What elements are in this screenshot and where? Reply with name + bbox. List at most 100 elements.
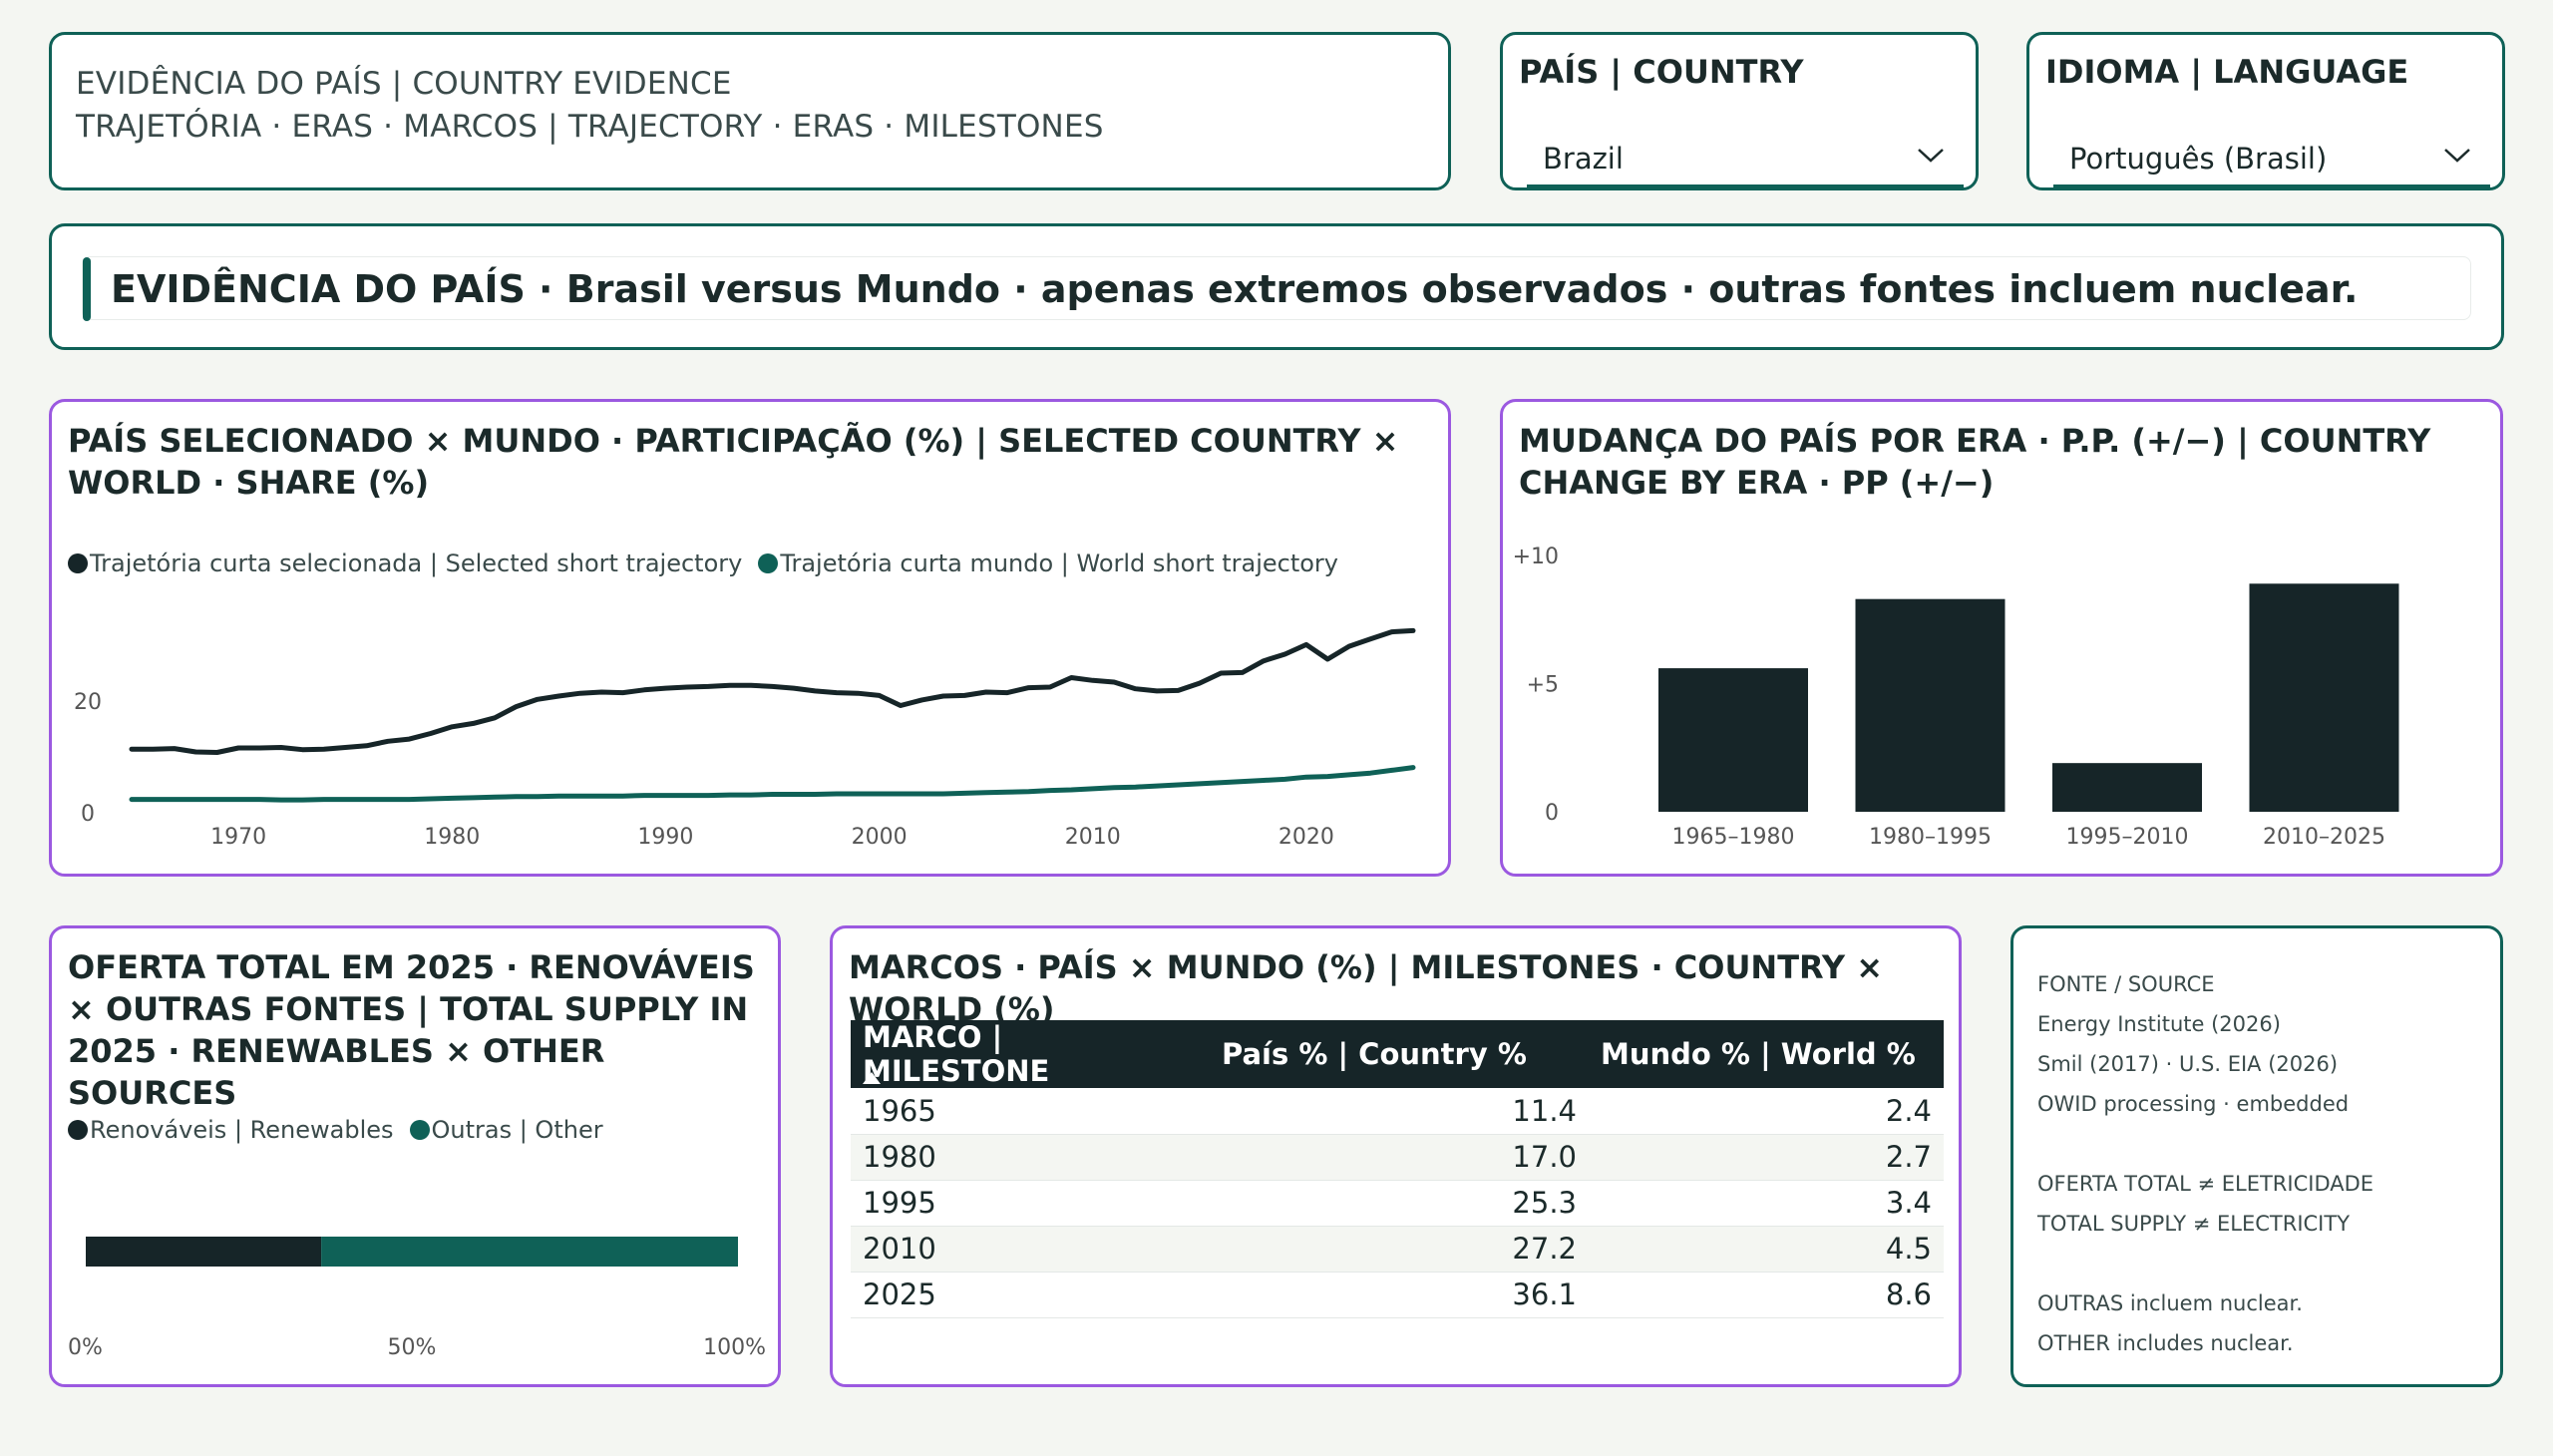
language-slicer: IDIOMA | LANGUAGE Português (Brasil) <box>2026 32 2505 190</box>
language-dropdown[interactable]: Português (Brasil) <box>2053 130 2490 187</box>
language-slicer-title: IDIOMA | LANGUAGE <box>2045 53 2409 91</box>
renewables-segment <box>86 1237 322 1267</box>
country-slicer: PAÍS | COUNTRY Brazil <box>1500 32 1979 190</box>
line-chart-legend: Trajetória curta selecionada | Selected … <box>68 549 1346 577</box>
milestones-table-panel: MARCOS · PAÍS × MUNDO (%) | MILESTONES ·… <box>830 925 1962 1387</box>
world-share-cell: 8.6 <box>1589 1272 1944 1318</box>
x-tick-label: 1990 <box>637 825 693 850</box>
legend-dot-icon <box>68 553 88 573</box>
milestone-year-cell: 1995 <box>851 1180 1210 1227</box>
column-header-country[interactable]: País % | Country % <box>1210 1020 1589 1088</box>
legend-label: Trajetória curta selecionada | Selected … <box>90 549 743 577</box>
column-header-label: MARCO | MILESTONE <box>863 1020 1050 1088</box>
legend-item-other[interactable]: Outras | Other <box>409 1116 603 1144</box>
header-title: EVIDÊNCIA DO PAÍS | COUNTRY EVIDENCE <box>76 66 732 102</box>
milestone-year-cell: 2010 <box>851 1226 1210 1273</box>
x-tick-label: 2020 <box>1278 825 1334 850</box>
source-note-line: FONTE / SOURCE <box>2037 972 2215 996</box>
milestone-year-cell: 2025 <box>851 1272 1210 1318</box>
table-row: 1980 17.0 2.7 <box>851 1134 1944 1181</box>
y-tick-label: 0 <box>81 802 95 827</box>
line-chart-title: PAÍS SELECIONADO × MUNDO · PARTICIPAÇÃO … <box>68 422 1399 502</box>
era-bar <box>2052 763 2202 812</box>
table-row: 2010 27.2 4.5 <box>851 1226 1944 1273</box>
era-bar <box>2249 583 2399 812</box>
country-dropdown-value: Brazil <box>1543 142 1624 176</box>
x-tick-label: 50% <box>388 1335 437 1360</box>
banner-inner: EVIDÊNCIA DO PAÍS · Brasil versus Mundo … <box>82 256 2471 321</box>
y-tick-label: +10 <box>1513 545 1559 569</box>
x-tick-label: 1980 <box>424 825 480 850</box>
milestones-table: MARCO | MILESTONE País % | Country % Mun… <box>851 1020 1944 1318</box>
y-tick-label: +5 <box>1527 673 1559 698</box>
source-spacer <box>2037 1244 2476 1283</box>
table-row: 2025 36.1 8.6 <box>851 1272 1944 1318</box>
supply-mix-chart: 0% 50% 100% <box>68 1237 766 1360</box>
x-tick-label: 2000 <box>852 825 908 850</box>
world-share-cell: 2.7 <box>1589 1134 1944 1181</box>
source-note-line: OWID processing · embedded <box>2037 1092 2350 1116</box>
supply-mix-title: OFERTA TOTAL EM 2025 · RENOVÁVEIS × OUTR… <box>68 948 755 1112</box>
table-row: 1965 11.4 2.4 <box>851 1088 1944 1135</box>
legend-item-selected[interactable]: Trajetória curta selecionada | Selected … <box>68 549 742 577</box>
source-note-line: OTHER includes nuclear. <box>2037 1331 2294 1355</box>
legend-dot-icon <box>758 553 779 573</box>
sort-ascending-icon[interactable] <box>863 1072 881 1084</box>
source-note-line: TOTAL SUPPLY ≠ ELECTRICITY <box>2037 1212 2351 1236</box>
world-share-cell: 3.4 <box>1589 1180 1944 1227</box>
column-header-label: País % | Country % <box>1222 1037 1527 1071</box>
bar-chart-title: MUDANÇA DO PAÍS POR ERA · P.P. (+/−) | C… <box>1519 422 2431 502</box>
bar-chart: 0 +5 +10 1965–1980 1980–1995 1995–2010 2010–20… <box>1513 545 2399 850</box>
line-chart-panel: PAÍS SELECIONADO × MUNDO · PARTICIPAÇÃO … <box>49 399 1451 877</box>
milestone-year-cell: 1980 <box>851 1134 1210 1181</box>
summary-banner: EVIDÊNCIA DO PAÍS · Brasil versus Mundo … <box>49 223 2504 350</box>
x-tick-label: 1970 <box>210 825 266 850</box>
country-share-cell: 17.0 <box>1210 1134 1589 1181</box>
series-line-world <box>129 765 1416 803</box>
country-share-cell: 11.4 <box>1210 1088 1589 1135</box>
y-tick-label: 20 <box>74 690 102 715</box>
legend-item-world[interactable]: Trajetória curta mundo | World short tra… <box>758 549 1338 577</box>
column-header-world[interactable]: Mundo % | World % <box>1589 1020 1944 1088</box>
column-header-label: Mundo % | World % <box>1601 1037 1916 1071</box>
chevron-down-icon[interactable] <box>1916 140 1946 170</box>
legend-dot-icon <box>68 1120 88 1140</box>
line-chart: 0 20 1970 1980 1990 2000 2010 2020 <box>74 627 1416 850</box>
source-note-line: Smil (2017) · U.S. EIA (2026) <box>2037 1052 2339 1076</box>
chevron-down-icon[interactable] <box>2442 140 2472 170</box>
x-tick-label: 1980–1995 <box>1869 825 1992 850</box>
x-tick-label: 2010–2025 <box>2263 825 2385 850</box>
legend-label: Outras | Other <box>431 1116 603 1144</box>
bar-chart-panel: MUDANÇA DO PAÍS POR ERA · P.P. (+/−) | C… <box>1500 399 2503 877</box>
legend-dot-icon <box>409 1120 430 1140</box>
milestones-title: MARCOS · PAÍS × MUNDO (%) | MILESTONES ·… <box>849 948 1884 1028</box>
x-tick-label: 0% <box>68 1335 103 1360</box>
country-share-cell: 27.2 <box>1210 1226 1589 1273</box>
banner-accent-bar <box>83 257 91 321</box>
legend-label: Trajetória curta mundo | World short tra… <box>780 549 1339 577</box>
world-share-cell: 4.5 <box>1589 1226 1944 1273</box>
world-share-cell: 2.4 <box>1589 1088 1944 1135</box>
country-dropdown[interactable]: Brazil <box>1527 130 1964 187</box>
source-spacer <box>2037 1124 2476 1164</box>
source-note-line: OUTRAS incluem nuclear. <box>2037 1291 2303 1315</box>
source-note-line: Energy Institute (2026) <box>2037 1012 2281 1036</box>
era-bar <box>1855 598 2006 812</box>
banner-text: EVIDÊNCIA DO PAÍS · Brasil versus Mundo … <box>111 267 2359 311</box>
x-tick-label: 100% <box>703 1335 766 1360</box>
language-dropdown-value: Português (Brasil) <box>2069 142 2328 176</box>
country-slicer-title: PAÍS | COUNTRY <box>1519 53 1804 91</box>
table-header-row: MARCO | MILESTONE País % | Country % Mun… <box>851 1020 1944 1088</box>
source-notes-panel: FONTE / SOURCE Energy Institute (2026) Smi… <box>2010 925 2503 1387</box>
table-row: 1995 25.3 3.4 <box>851 1180 1944 1227</box>
source-note-line: OFERTA TOTAL ≠ ELETRICIDADE <box>2037 1172 2374 1196</box>
supply-mix-legend: Renováveis | Renewables Outras | Other <box>68 1116 611 1144</box>
series-line-selected <box>129 627 1416 755</box>
header-subtitle: TRAJETÓRIA · ERAS · MARCOS | TRAJECTORY … <box>76 109 1104 145</box>
legend-item-renewables[interactable]: Renováveis | Renewables <box>68 1116 394 1144</box>
milestone-year-cell: 1965 <box>851 1088 1210 1135</box>
report-header: EVIDÊNCIA DO PAÍS | COUNTRY EVIDENCE TRA… <box>49 32 1451 190</box>
column-header-milestone[interactable]: MARCO | MILESTONE <box>851 1020 1210 1088</box>
x-tick-label: 2010 <box>1065 825 1121 850</box>
era-bar <box>1658 668 1808 812</box>
